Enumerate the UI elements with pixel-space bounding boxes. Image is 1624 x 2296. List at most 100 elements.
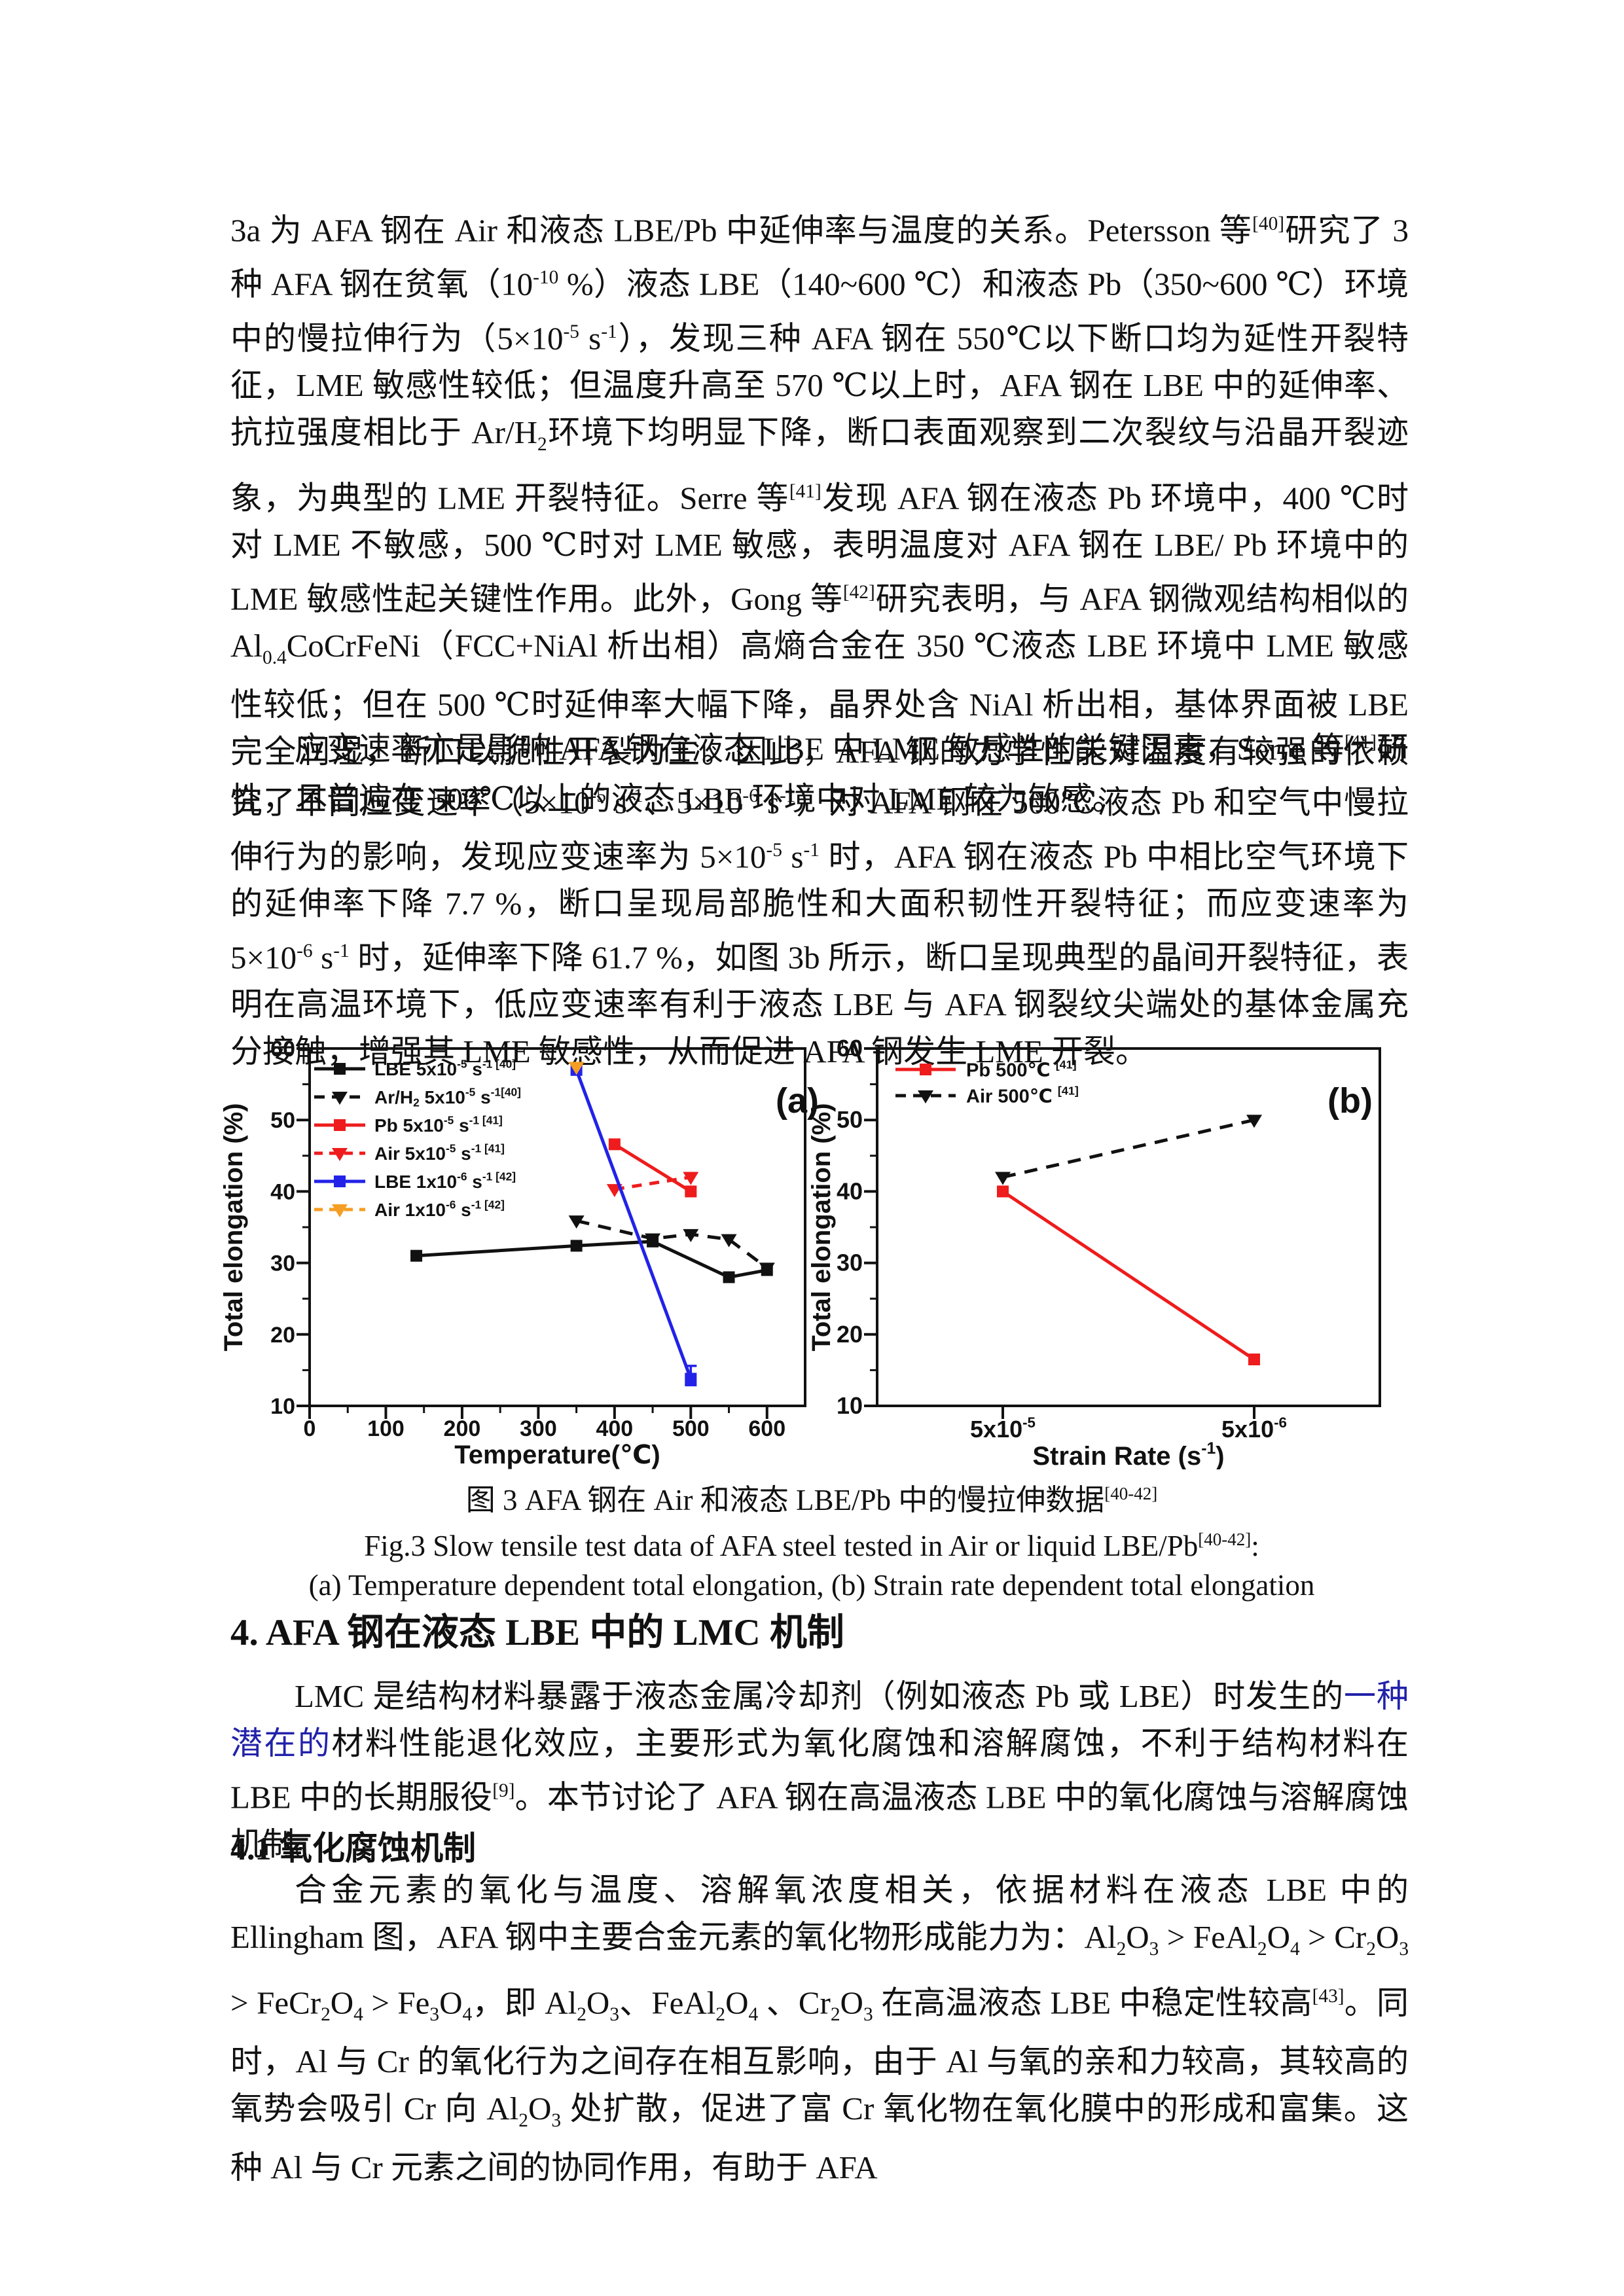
text-segment: 应变速率亦是影响 AFA 钢在液态 LBE 中 LME 敏感性的关键因素，Ser…	[295, 730, 1345, 767]
y-tick-label: 10	[837, 1392, 863, 1419]
triangle-marker	[645, 1233, 661, 1247]
section-heading: 4. AFA 钢在液态 LBE 中的 LMC 机制	[230, 1612, 844, 1653]
subscript: 3	[609, 2003, 620, 2025]
panel-label: (b)	[1327, 1081, 1373, 1121]
square-marker	[410, 1249, 423, 1262]
superscript-ref: -1	[601, 321, 617, 342]
series-2	[608, 1138, 697, 1198]
triangle-marker	[332, 1204, 348, 1217]
paragraph-strain-rate: 应变速率亦是影响 AFA 钢在液态 LBE 中 LME 敏感性的关键因素，Ser…	[230, 719, 1409, 1075]
superscript-ref: -1	[780, 785, 796, 807]
text-segment: > FeCr	[230, 1984, 321, 2021]
triangle-marker	[332, 1092, 348, 1105]
x-tick-label: 400	[596, 1416, 633, 1441]
triangle-marker	[683, 1172, 699, 1185]
text-segment: 材料性能退化效应，主要形式为氧化腐蚀和溶解腐蚀，不利于结构材料在 LBE 中的长…	[230, 1725, 1409, 1816]
text-segment: CoCrFeNi（FCC+NiAl 析出相）高熵合金在 350 ℃液态 LBE …	[230, 628, 1409, 817]
series-1	[995, 1115, 1262, 1185]
triangle-marker	[995, 1172, 1011, 1185]
legend-label: Pb 500℃ [41]	[966, 1058, 1077, 1081]
subscript: 2	[1116, 1938, 1127, 1960]
text-segment: O	[840, 1984, 863, 2021]
text-segment: (a) Temperature dependent total elongati…	[308, 1569, 1315, 1602]
text-segment: O	[330, 1984, 354, 2021]
square-marker	[920, 1064, 931, 1075]
subscript: 2	[577, 2003, 586, 2025]
y-tick-label: 40	[270, 1179, 295, 1204]
y-tick-label: 50	[837, 1106, 863, 1133]
square-marker	[685, 1185, 697, 1198]
text-segment: 处扩散，促进了富 Cr 氧化物在氧化膜中的形成和富集。这种 Al 与 Cr 元素…	[230, 2090, 1409, 2185]
text-segment: 。同时，Al 与 Cr 的氧化行为之间存在相互影响，由于 Al 与氧的亲和力较高…	[230, 1984, 1409, 2126]
legend-label: Air 500℃ [41]	[966, 1084, 1079, 1107]
legend-label: LBE 5x10-5 s-1 [40]	[374, 1057, 516, 1079]
y-tick-label: 20	[837, 1321, 863, 1348]
legend-label: Air 5x10-5 s-1 [41]	[374, 1141, 505, 1164]
square-marker	[723, 1271, 735, 1283]
figure-caption-en: Fig.3 Slow tensile test data of AFA stee…	[223, 1517, 1401, 1568]
subscript: 2	[830, 2003, 840, 2025]
text-segment: O	[439, 1984, 463, 2021]
text-segment: Fig.3 Slow tensile test data of AFA stee…	[364, 1530, 1199, 1562]
triangle-marker	[721, 1234, 737, 1247]
y-tick-label: 60	[270, 1037, 295, 1062]
square-marker	[1248, 1354, 1260, 1366]
text-segment: :	[1251, 1530, 1259, 1562]
square-marker	[608, 1138, 621, 1151]
text-segment: ）对 AFA 钢在 500℃液态 Pb 和空气中慢拉伸行为的影响，发现应变速率为…	[230, 784, 1409, 874]
superscript-ref: -5	[766, 839, 782, 861]
plot-border	[876, 1047, 1381, 1407]
x-tick-label: 200	[444, 1416, 481, 1441]
series-line	[575, 1069, 693, 1380]
superscript-ref: [40]	[1252, 213, 1285, 234]
subscript: 2	[715, 2003, 726, 2025]
superscript-ref: -5	[590, 785, 606, 807]
superscript-ref: [41]	[789, 480, 821, 502]
highlighted-text: 一种潜在的	[230, 1678, 1409, 1761]
triangle-marker	[332, 1148, 348, 1161]
series-line	[1001, 1190, 1255, 1361]
text-segment: > FeAl	[1159, 1919, 1257, 1955]
text-segment: O	[725, 1984, 749, 2021]
subscript: 2	[1366, 1938, 1376, 1960]
text-segment: LMC 是结构材料暴露于液态金属冷却剂（例如液态 Pb 或 LBE）时发生的	[295, 1678, 1344, 1714]
figure-caption-subitems: (a) Temperature dependent total elongati…	[223, 1563, 1401, 1607]
series-line	[614, 1175, 691, 1191]
legend: LBE 5x10-5 s-1 [40] Ar/H2 5x10-5 s-1[40] P…	[314, 1057, 521, 1220]
text-segment: O	[528, 2090, 552, 2126]
text-segment: 图 3 AFA 钢在 Air 和液态 LBE/Pb 中的慢拉伸数据	[465, 1484, 1105, 1516]
paragraph-temperature-dependence: 3a 为 AFA 钢在 Air 和液态 LBE/Pb 中延伸率与温度的关系。Pe…	[230, 200, 1409, 823]
series-0	[410, 1235, 773, 1283]
superscript-ref: -10	[533, 267, 559, 289]
subscript: 4	[1290, 1938, 1300, 1960]
y-tick-label: 10	[270, 1394, 295, 1419]
paragraph-lmc-intro: LMC 是结构材料暴露于液态金属冷却剂（例如液态 Pb 或 LBE）时发生的一种…	[230, 1673, 1409, 1868]
y-tick-label: 50	[270, 1108, 295, 1133]
superscript-ref: [40-42]	[1198, 1530, 1252, 1549]
subscript: 3	[1149, 1938, 1159, 1960]
square-marker	[685, 1372, 697, 1385]
text-segment: 合金元素的氧化与温度、溶解氧浓度相关，依据材料在液态 LBE 中的 Elling…	[230, 1872, 1409, 1955]
x-tick-label: 5x10-5	[970, 1414, 1036, 1443]
series-line	[1002, 1118, 1255, 1179]
superscript-ref: [41]	[1344, 732, 1377, 753]
x-tick-label: 0	[304, 1416, 316, 1441]
superscript-ref: [43]	[1312, 1985, 1344, 2007]
superscript-ref: -1	[803, 839, 820, 861]
series-0	[997, 1185, 1260, 1366]
text-segment: 、5×10	[643, 784, 743, 821]
square-marker	[334, 1063, 346, 1075]
text-segment: ，即 Al	[472, 1984, 577, 2021]
superscript-ref: -6	[297, 940, 313, 961]
subscript: 4	[462, 2003, 473, 2025]
superscript-ref: -5	[563, 321, 579, 342]
text-segment: 、Cr	[758, 1984, 831, 2021]
y-tick-label: 30	[270, 1251, 295, 1276]
text-segment: > Fe	[363, 1984, 430, 2021]
text-segment: 、FeAl	[619, 1984, 716, 2021]
x-tick-label: 5x10-6	[1221, 1414, 1287, 1443]
text-segment: 研究了 3 种 AFA 钢在贫氧（10	[230, 212, 1409, 302]
